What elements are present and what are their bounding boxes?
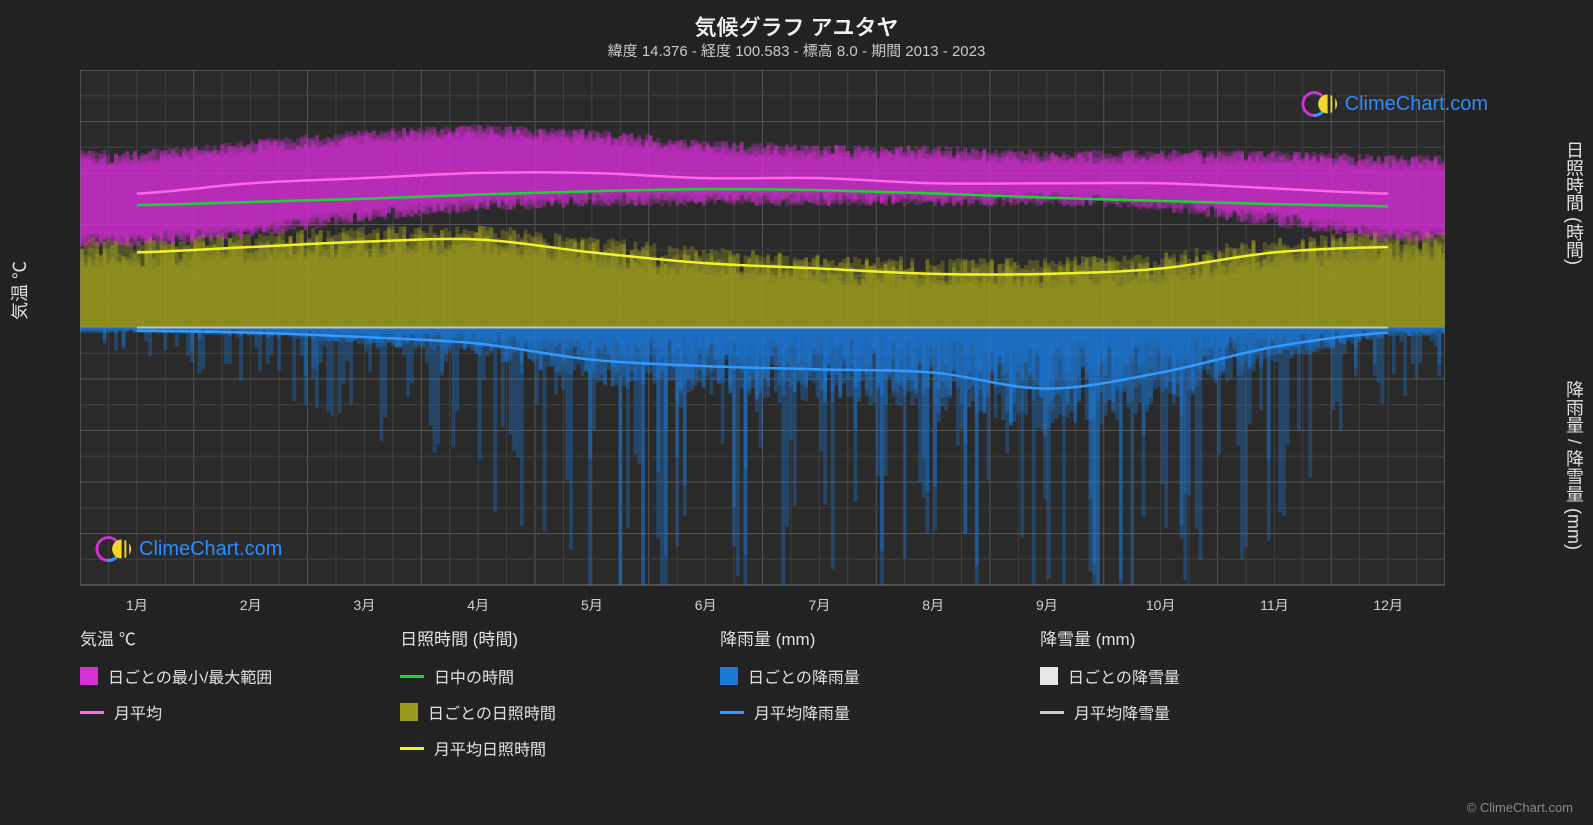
legend-swatch bbox=[400, 675, 424, 678]
legend-item: 月平均 bbox=[80, 700, 340, 724]
legend-swatch bbox=[1040, 667, 1058, 685]
legend-item: 日ごとの最小/最大範囲 bbox=[80, 664, 340, 688]
watermark-top: ClimeChart.com bbox=[1301, 85, 1488, 123]
legend-header: 降雪量 (mm) bbox=[1040, 625, 1300, 650]
legend-item: 月平均降雪量 bbox=[1040, 700, 1300, 724]
legend-header: 日照時間 (時間) bbox=[400, 625, 660, 650]
legend-header: 気温 ℃ bbox=[80, 625, 340, 650]
legend-swatch bbox=[720, 711, 744, 714]
legend-column: 降雪量 (mm) 日ごとの降雪量月平均降雪量 bbox=[1040, 625, 1300, 760]
legend-label: 日ごとの最小/最大範囲 bbox=[108, 664, 272, 688]
logo-icon bbox=[95, 530, 133, 568]
legend-swatch bbox=[720, 667, 738, 685]
y-axis-right-label-sun: 日照時間 (時間) bbox=[1561, 140, 1587, 265]
legend-column: 気温 ℃ 日ごとの最小/最大範囲月平均 bbox=[80, 625, 340, 760]
legend-label: 日ごとの降雨量 bbox=[748, 664, 860, 688]
legend-label: 月平均降雪量 bbox=[1074, 700, 1170, 724]
legend-label: 月平均 bbox=[114, 700, 162, 724]
legend-item: 日ごとの降雨量 bbox=[720, 664, 980, 688]
legend-swatch bbox=[400, 703, 418, 721]
legend-item: 日ごとの降雪量 bbox=[1040, 664, 1300, 688]
y-axis-right-label-precip: 降雨量 / 降雪量 (mm) bbox=[1561, 380, 1587, 550]
y-axis-left-label: 気温 ℃ bbox=[6, 261, 32, 320]
climate-chart: 気候グラフ アユタヤ 緯度 14.376 - 経度 100.583 - 標高 8… bbox=[0, 0, 1593, 825]
watermark-bottom: ClimeChart.com bbox=[95, 530, 282, 568]
legend-column: 日照時間 (時間) 日中の時間日ごとの日照時間月平均日照時間 bbox=[400, 625, 660, 760]
credit-text: © ClimeChart.com bbox=[1467, 800, 1573, 815]
legend-label: 月平均日照時間 bbox=[434, 736, 546, 760]
legend-item: 月平均日照時間 bbox=[400, 736, 660, 760]
legend-header: 降雨量 (mm) bbox=[720, 625, 980, 650]
watermark-text: ClimeChart.com bbox=[139, 538, 282, 561]
legend-label: 日ごとの日照時間 bbox=[428, 700, 556, 724]
legend-item: 日中の時間 bbox=[400, 664, 660, 688]
legend-item: 日ごとの日照時間 bbox=[400, 700, 660, 724]
chart-title: 気候グラフ アユタヤ bbox=[0, 10, 1593, 42]
legend-swatch bbox=[400, 747, 424, 750]
watermark-text: ClimeChart.com bbox=[1345, 93, 1488, 116]
legend-label: 日ごとの降雪量 bbox=[1068, 664, 1180, 688]
legend-label: 日中の時間 bbox=[434, 664, 514, 688]
legend-swatch bbox=[80, 711, 104, 714]
plot-area: -50-40-30-20-100102030405006121824102030… bbox=[80, 70, 1445, 585]
legend-column: 降雨量 (mm) 日ごとの降雨量月平均降雨量 bbox=[720, 625, 980, 760]
legend: 気温 ℃ 日ごとの最小/最大範囲月平均 日照時間 (時間) 日中の時間日ごとの日照時間… bbox=[80, 625, 1445, 760]
legend-item: 月平均降雨量 bbox=[720, 700, 980, 724]
legend-swatch bbox=[1040, 711, 1064, 714]
legend-swatch bbox=[80, 667, 98, 685]
logo-icon bbox=[1301, 85, 1339, 123]
chart-subtitle: 緯度 14.376 - 経度 100.583 - 標高 8.0 - 期間 201… bbox=[0, 40, 1593, 61]
legend-label: 月平均降雨量 bbox=[754, 700, 850, 724]
